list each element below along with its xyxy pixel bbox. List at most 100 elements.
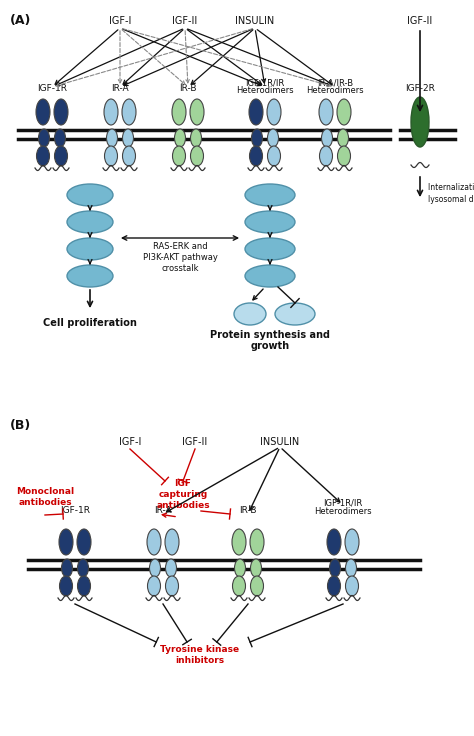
Ellipse shape [104,99,118,125]
Ellipse shape [245,265,295,287]
Text: IGF-I: IGF-I [109,16,131,26]
Ellipse shape [321,129,332,147]
Ellipse shape [122,129,134,147]
Text: ERK: ERK [79,271,101,281]
Text: Protein synthesis and: Protein synthesis and [210,330,330,340]
Text: INSULIN: INSULIN [260,437,300,447]
Text: Internalization and: Internalization and [428,183,474,193]
Text: S6: S6 [243,309,257,319]
Ellipse shape [67,211,113,233]
Text: IR-A/IR-B: IR-A/IR-B [317,79,353,88]
Ellipse shape [104,146,118,166]
Text: Monoclonal
antibodies: Monoclonal antibodies [16,487,74,507]
Ellipse shape [250,529,264,555]
Ellipse shape [232,529,246,555]
Ellipse shape [173,146,185,166]
Text: lysosomal degradation: lysosomal degradation [428,196,474,205]
Text: growth: growth [250,341,290,351]
Ellipse shape [235,559,246,577]
Ellipse shape [337,99,351,125]
Ellipse shape [327,529,341,555]
Text: Heterodimers: Heterodimers [314,507,372,516]
Ellipse shape [319,99,333,125]
Text: IGF-I: IGF-I [119,437,141,447]
Ellipse shape [107,129,118,147]
Text: IGF-1R/IR: IGF-1R/IR [323,499,363,508]
Ellipse shape [62,559,73,577]
Ellipse shape [234,303,266,325]
Ellipse shape [328,576,340,596]
Text: RAS: RAS [79,190,101,200]
Ellipse shape [345,529,359,555]
Ellipse shape [337,129,348,147]
Text: 4EBP-1: 4EBP-1 [277,310,313,319]
Text: IR-A: IR-A [154,506,172,515]
Ellipse shape [172,99,186,125]
Text: IR-B: IR-B [239,506,257,515]
Ellipse shape [249,99,263,125]
Ellipse shape [190,99,204,125]
Ellipse shape [245,184,295,206]
Text: Tyrosine kinase
inhibitors: Tyrosine kinase inhibitors [160,645,239,665]
Text: INSULIN: INSULIN [236,16,274,26]
Text: Heterodimers: Heterodimers [236,86,294,95]
Text: RAS-ERK and: RAS-ERK and [153,242,207,251]
Text: AKT: AKT [259,244,281,254]
Ellipse shape [249,146,263,166]
Ellipse shape [122,99,136,125]
Text: IGF-II: IGF-II [173,16,198,26]
Ellipse shape [165,576,179,596]
Text: IR-A: IR-A [111,84,129,93]
Ellipse shape [174,129,185,147]
Ellipse shape [245,211,295,233]
Ellipse shape [250,576,264,596]
Ellipse shape [77,529,91,555]
Ellipse shape [346,576,358,596]
Ellipse shape [267,99,281,125]
Text: IGF-1R/IR: IGF-1R/IR [246,79,284,88]
Ellipse shape [36,99,50,125]
Ellipse shape [147,529,161,555]
Ellipse shape [191,146,203,166]
Ellipse shape [329,559,340,577]
Ellipse shape [319,146,332,166]
Ellipse shape [59,529,73,555]
Ellipse shape [191,129,201,147]
Ellipse shape [275,303,315,325]
Text: IGF
capturing
antibodies: IGF capturing antibodies [156,479,210,510]
Ellipse shape [55,146,67,166]
Text: Cell proliferation: Cell proliferation [43,318,137,328]
Text: RAF: RAF [79,217,101,227]
Ellipse shape [245,238,295,260]
Ellipse shape [252,129,263,147]
Ellipse shape [122,146,136,166]
Text: (B): (B) [10,419,31,432]
Ellipse shape [346,559,356,577]
Text: crosstalk: crosstalk [161,264,199,273]
Text: IGF-II: IGF-II [407,16,433,26]
Ellipse shape [36,146,49,166]
Text: PI3K: PI3K [257,217,283,227]
Ellipse shape [67,184,113,206]
Text: MEK: MEK [78,244,102,254]
Text: mTOR: mTOR [254,271,286,281]
Ellipse shape [67,238,113,260]
Ellipse shape [38,129,49,147]
Ellipse shape [250,559,262,577]
Text: IR-B: IR-B [179,84,197,93]
Ellipse shape [54,99,68,125]
Ellipse shape [233,576,246,596]
Ellipse shape [78,559,89,577]
Text: IGF-1R: IGF-1R [60,506,90,515]
Ellipse shape [411,97,429,147]
Ellipse shape [55,129,65,147]
Ellipse shape [149,559,161,577]
Ellipse shape [67,265,113,287]
Text: IGF-2R: IGF-2R [405,84,435,93]
Text: Heterodimers: Heterodimers [306,86,364,95]
Ellipse shape [147,576,161,596]
Ellipse shape [60,576,73,596]
Text: PI3K-AKT pathway: PI3K-AKT pathway [143,253,218,262]
Ellipse shape [165,559,176,577]
Text: IGF-II: IGF-II [182,437,208,447]
